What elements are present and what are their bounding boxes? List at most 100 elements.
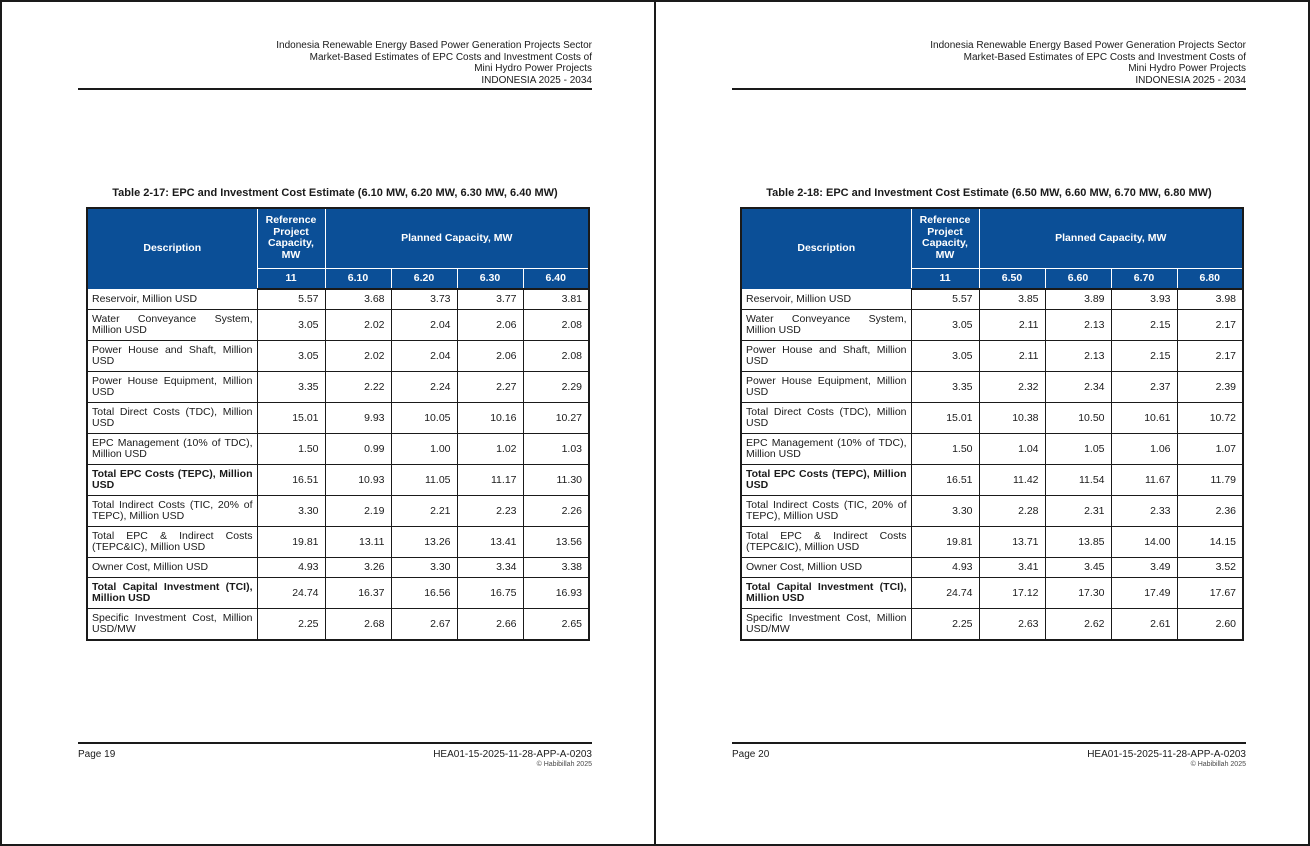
table-row: Specific Investment Cost, Million USD/MW… xyxy=(740,608,1244,641)
table-body: Reservoir, Million USD 5.57 3.68 3.73 3.77 3.… xyxy=(86,288,590,641)
capacity-value-cell: 3.41 xyxy=(978,557,1046,578)
capacity-column-header: 6.20 xyxy=(390,267,458,290)
capacity-value-cell: 10.05 xyxy=(390,402,458,434)
reference-value-cell: 2.25 xyxy=(910,608,980,641)
row-description: Total EPC Costs (TEPC), Million USD xyxy=(86,464,258,496)
reference-value-cell: 3.30 xyxy=(910,495,980,527)
capacity-value-cell: 11.54 xyxy=(1044,464,1112,496)
page-number-label: Page 19 xyxy=(78,749,116,760)
capacity-value-cell: 3.26 xyxy=(324,557,392,578)
reference-capacity-value-header: 11 xyxy=(256,267,326,290)
capacity-value-cell: 2.24 xyxy=(390,371,458,403)
capacity-value-cell: 2.61 xyxy=(1110,608,1178,641)
capacity-value-cell: 1.04 xyxy=(978,433,1046,465)
capacity-value-cell: 3.52 xyxy=(1176,557,1244,578)
capacity-value-cell: 2.08 xyxy=(522,340,590,372)
capacity-value-cell: 3.68 xyxy=(324,288,392,310)
capacity-value-cell: 2.22 xyxy=(324,371,392,403)
reference-value-cell: 16.51 xyxy=(910,464,980,496)
capacity-value-cell: 2.08 xyxy=(522,309,590,341)
row-description: Total EPC & Indirect Costs (TEPC&IC), Mi… xyxy=(86,526,258,558)
capacity-value-cell: 16.56 xyxy=(390,577,458,609)
capacity-value-cell: 3.93 xyxy=(1110,288,1178,310)
table-row: Total Direct Costs (TDC), Million USD 15.… xyxy=(740,402,1244,434)
capacity-value-cell: 14.00 xyxy=(1110,526,1178,558)
capacity-value-cell: 2.34 xyxy=(1044,371,1112,403)
table-row: Reservoir, Million USD 5.57 3.85 3.89 3.93 3.… xyxy=(740,288,1244,310)
reference-value-cell: 1.50 xyxy=(256,433,326,465)
capacity-value-cell: 1.00 xyxy=(390,433,458,465)
document-code: HEA01-15-2025-11-28-APP-A-0203 xyxy=(433,749,592,760)
reference-value-cell: 3.05 xyxy=(256,340,326,372)
header-line: Market-Based Estimates of EPC Costs and … xyxy=(309,51,592,63)
reference-value-cell: 2.25 xyxy=(256,608,326,641)
table-row: Total Indirect Costs (TIC, 20% of TEPC),… xyxy=(86,495,590,527)
table-row: Water Conveyance System, Million USD 3.05… xyxy=(740,309,1244,341)
capacity-value-cell: 2.28 xyxy=(978,495,1046,527)
capacity-value-cell: 11.79 xyxy=(1176,464,1244,496)
table-row: Owner Cost, Million USD 4.93 3.26 3.30 3.34 3… xyxy=(86,557,590,578)
reference-value-cell: 19.81 xyxy=(256,526,326,558)
row-description: Specific Investment Cost, Million USD/MW xyxy=(740,608,912,641)
table-row: Specific Investment Cost, Million USD/MW… xyxy=(86,608,590,641)
capacity-column-header: 6.80 xyxy=(1176,267,1244,290)
table-row: Total Capital Investment (TCI), Million … xyxy=(740,577,1244,609)
table-row: Total Capital Investment (TCI), Million … xyxy=(86,577,590,609)
capacity-value-cell: 2.17 xyxy=(1176,309,1244,341)
table-row: Total Direct Costs (TDC), Million USD 15.… xyxy=(86,402,590,434)
capacity-value-cell: 1.07 xyxy=(1176,433,1244,465)
capacity-value-cell: 14.15 xyxy=(1176,526,1244,558)
epc-cost-table: Description Reference Project Capacity, … xyxy=(740,207,1244,641)
reference-value-cell: 1.50 xyxy=(910,433,980,465)
capacity-value-cell: 11.42 xyxy=(978,464,1046,496)
capacity-value-cell: 3.49 xyxy=(1110,557,1178,578)
row-description: Power House and Shaft, Million USD xyxy=(86,340,258,372)
column-header-description: Description xyxy=(86,207,258,290)
header-line: Indonesia Renewable Energy Based Power G… xyxy=(930,40,1246,51)
row-description: Power House Equipment, Million USD xyxy=(86,371,258,403)
reference-value-cell: 3.05 xyxy=(910,309,980,341)
column-header-reference-capacity: Reference Project Capacity, MW xyxy=(256,207,326,269)
capacity-value-cell: 3.98 xyxy=(1176,288,1244,310)
capacity-value-cell: 13.56 xyxy=(522,526,590,558)
row-description: EPC Management (10% of TDC), Million USD xyxy=(740,433,912,465)
copyright-notice: © Habibillah 2025 xyxy=(1190,761,1246,768)
capacity-value-cell: 2.13 xyxy=(1044,340,1112,372)
capacity-value-cell: 2.65 xyxy=(522,608,590,641)
capacity-value-cell: 2.02 xyxy=(324,309,392,341)
capacity-value-cell: 3.81 xyxy=(522,288,590,310)
capacity-value-cell: 2.37 xyxy=(1110,371,1178,403)
row-description: Owner Cost, Million USD xyxy=(86,557,258,578)
row-description: Reservoir, Million USD xyxy=(86,288,258,310)
capacity-value-cell: 2.17 xyxy=(1176,340,1244,372)
capacity-value-cell: 17.12 xyxy=(978,577,1046,609)
capacity-value-cell: 11.17 xyxy=(456,464,524,496)
row-description: EPC Management (10% of TDC), Million USD xyxy=(86,433,258,465)
row-description: Total Indirect Costs (TIC, 20% of TEPC),… xyxy=(740,495,912,527)
capacity-value-cell: 2.66 xyxy=(456,608,524,641)
capacity-value-cell: 10.16 xyxy=(456,402,524,434)
column-header-planned-capacity: Planned Capacity, MW xyxy=(978,207,1244,269)
capacity-column-header: 6.70 xyxy=(1110,267,1178,290)
table-row: EPC Management (10% of TDC), Million USD… xyxy=(86,433,590,465)
table-row: Power House and Shaft, Million USD 3.05 2.… xyxy=(86,340,590,372)
reference-value-cell: 24.74 xyxy=(910,577,980,609)
capacity-value-cell: 11.05 xyxy=(390,464,458,496)
header-line: Indonesia Renewable Energy Based Power G… xyxy=(276,40,592,51)
table-row: Total EPC Costs (TEPC), Million USD 16.51… xyxy=(740,464,1244,496)
table-row: Owner Cost, Million USD 4.93 3.41 3.45 3.49 3… xyxy=(740,557,1244,578)
capacity-value-cell: 2.11 xyxy=(978,309,1046,341)
capacity-value-cell: 17.67 xyxy=(1176,577,1244,609)
capacity-column-header: 6.50 xyxy=(978,267,1046,290)
page-header: Indonesia Renewable Energy Based Power G… xyxy=(78,2,592,90)
capacity-value-cell: 3.73 xyxy=(390,288,458,310)
row-description: Owner Cost, Million USD xyxy=(740,557,912,578)
capacity-value-cell: 13.41 xyxy=(456,526,524,558)
capacity-value-cell: 3.38 xyxy=(522,557,590,578)
capacity-value-cell: 17.30 xyxy=(1044,577,1112,609)
capacity-value-cell: 2.60 xyxy=(1176,608,1244,641)
document-page-20: Indonesia Renewable Energy Based Power G… xyxy=(656,2,1308,844)
capacity-value-cell: 13.26 xyxy=(390,526,458,558)
row-description: Total EPC & Indirect Costs (TEPC&IC), Mi… xyxy=(740,526,912,558)
